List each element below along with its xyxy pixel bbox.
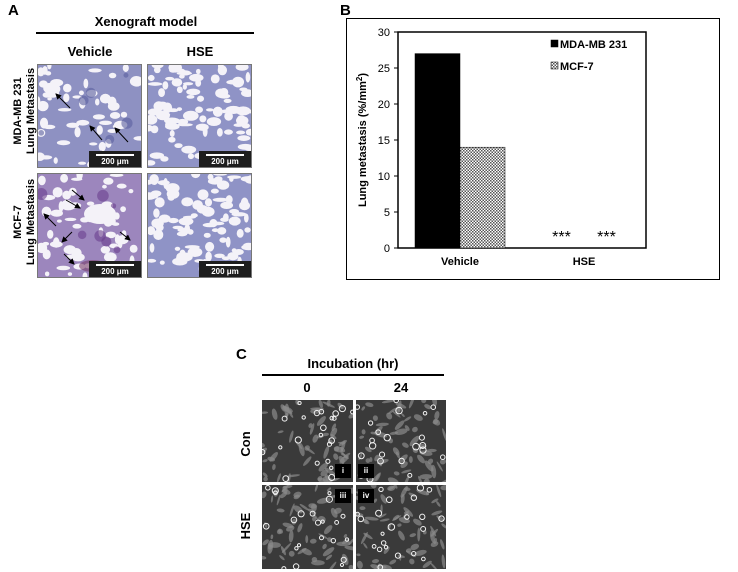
arrow-icon bbox=[114, 127, 129, 143]
panel-c-title: Incubation (hr) bbox=[307, 356, 399, 371]
panel-b-letter: B bbox=[340, 2, 351, 19]
cell-label-iii: iii bbox=[335, 489, 351, 503]
x-tick-label: HSE bbox=[573, 256, 596, 268]
panel-c-letter: C bbox=[236, 346, 247, 363]
panel-a-col-vehicle: Vehicle bbox=[67, 44, 113, 59]
lung-image-hse-mcf: 200 μm bbox=[147, 173, 252, 278]
panel-a-title: Xenograft model bbox=[94, 14, 198, 29]
cell-image-con-24: ii bbox=[356, 400, 446, 482]
panel-c-row-con: Con bbox=[238, 431, 253, 457]
x-tick-label: Vehicle bbox=[441, 256, 479, 268]
panel-c-title-rule bbox=[262, 374, 444, 376]
y-tick-label: 5 bbox=[384, 207, 390, 219]
cell-label-i: i bbox=[335, 464, 351, 478]
panel-c-row-hse: HSE bbox=[238, 512, 253, 540]
panel-b-frame bbox=[346, 18, 720, 280]
y-tick-label: 0 bbox=[384, 243, 390, 255]
legend-label: MDA-MB 231 bbox=[560, 39, 627, 51]
cell-image-con-0: i bbox=[262, 400, 353, 482]
lung-image-vehicle-mda: 200 μm bbox=[37, 64, 142, 168]
arrow-icon bbox=[61, 231, 73, 243]
arrow-icon bbox=[89, 125, 103, 141]
bar-mcf-7-vehicle bbox=[459, 146, 506, 249]
arrow-icon bbox=[65, 199, 81, 209]
significance-annotation: *** bbox=[597, 229, 616, 246]
bar-chart: 0 5 10 15 20 25 30 Lung metastasis (%/mm2) Vehic… bbox=[355, 27, 647, 268]
legend-swatch bbox=[550, 61, 559, 70]
y-axis-label: Lung metastasis (%/mm2) bbox=[355, 73, 369, 207]
y-tick-label: 15 bbox=[378, 135, 390, 147]
y-tick-label: 25 bbox=[378, 63, 390, 75]
panel-a-letter: A bbox=[8, 2, 19, 19]
cell-image-hse-0: iii bbox=[262, 485, 353, 569]
arrow-icon bbox=[55, 93, 71, 109]
cell-image-hse-24: iv bbox=[356, 485, 446, 569]
legend-swatch bbox=[550, 39, 559, 48]
lung-image-hse-mda: 200 μm bbox=[147, 64, 252, 168]
metastasis-arrows bbox=[43, 93, 131, 265]
panel-c-col-0: 0 bbox=[303, 380, 311, 395]
legend-label: MCF-7 bbox=[560, 61, 594, 73]
cell-label-ii: ii bbox=[358, 464, 374, 478]
cell-label-iv: iv bbox=[358, 489, 374, 503]
bar-mda-mb-231-vehicle bbox=[414, 53, 461, 249]
panel-a-col-hse: HSE bbox=[186, 44, 214, 59]
arrow-icon bbox=[119, 231, 131, 241]
y-tick-label: 20 bbox=[378, 99, 390, 111]
panel-a-title-rule bbox=[36, 32, 254, 34]
y-tick-label: 10 bbox=[378, 171, 390, 183]
arrow-icon bbox=[71, 189, 85, 201]
arrow-icon bbox=[63, 253, 75, 265]
arrow-icon bbox=[43, 213, 57, 227]
y-tick-label: 30 bbox=[378, 27, 390, 39]
panel-c-col-24: 24 bbox=[393, 380, 409, 395]
significance-annotation: *** bbox=[552, 229, 571, 246]
